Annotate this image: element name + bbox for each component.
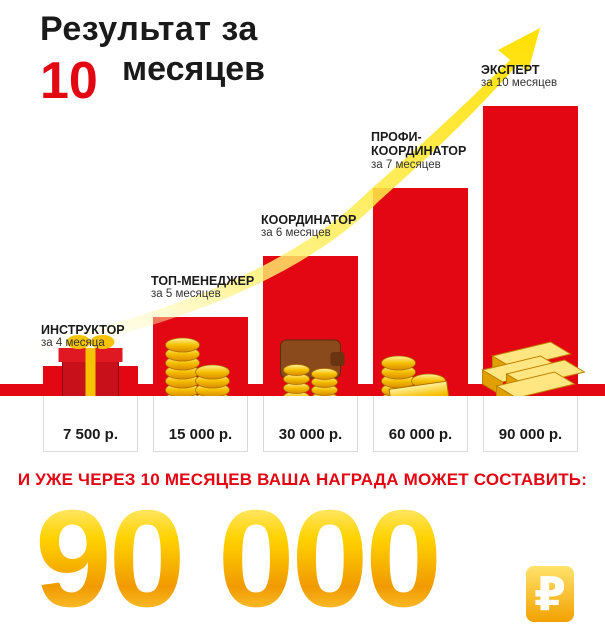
ruble-icon: ₽ xyxy=(526,566,574,622)
level-label: ТОП-МЕНЕДЖЕР за 5 месяцев xyxy=(151,274,254,302)
value-label: 7 500 р. xyxy=(43,396,138,452)
level-label: ЭКСПЕРТ за 10 месяцев xyxy=(481,63,557,91)
title-number: 10 xyxy=(40,52,98,110)
level-label: ПРОФИ- КООРДИНАТОР за 7 месяцев xyxy=(371,130,466,172)
level-duration: за 7 месяцев xyxy=(371,158,441,171)
value-label: 60 000 р. xyxy=(373,396,468,452)
value-label: 30 000 р. xyxy=(263,396,358,452)
level-duration: за 6 месяцев xyxy=(261,227,331,240)
level-name: ИНСТРУКТОР xyxy=(41,323,125,337)
reward-headline: И УЖЕ ЧЕРЕЗ 10 МЕСЯЦЕВ ВАША НАГРАДА МОЖЕ… xyxy=(17,470,588,489)
level-name: ЭКСПЕРТ xyxy=(481,63,540,77)
level-name: ПРОФИ- КООРДИНАТОР xyxy=(371,130,467,159)
level-duration: за 10 месяцев xyxy=(481,77,558,90)
big-amount: 90 000 xyxy=(35,482,442,636)
gold-bars-icon xyxy=(481,341,586,413)
level-label: ИНСТРУКТОР за 4 месяца xyxy=(41,323,125,351)
level-name: КООРДИНАТОР xyxy=(261,213,357,227)
level-label: КООРДИНАТОР за 6 месяцев xyxy=(261,213,356,241)
level-duration: за 5 месяцев xyxy=(151,288,221,301)
chart xyxy=(0,28,605,416)
title-line2: месяцев xyxy=(122,50,266,88)
value-label: 90 000 р. xyxy=(483,396,578,452)
level-duration: за 4 месяца xyxy=(41,337,105,350)
level-name: ТОП-МЕНЕДЖЕР xyxy=(151,274,255,288)
value-label: 15 000 р. xyxy=(153,396,248,452)
title-line1: Результат за xyxy=(40,10,258,48)
